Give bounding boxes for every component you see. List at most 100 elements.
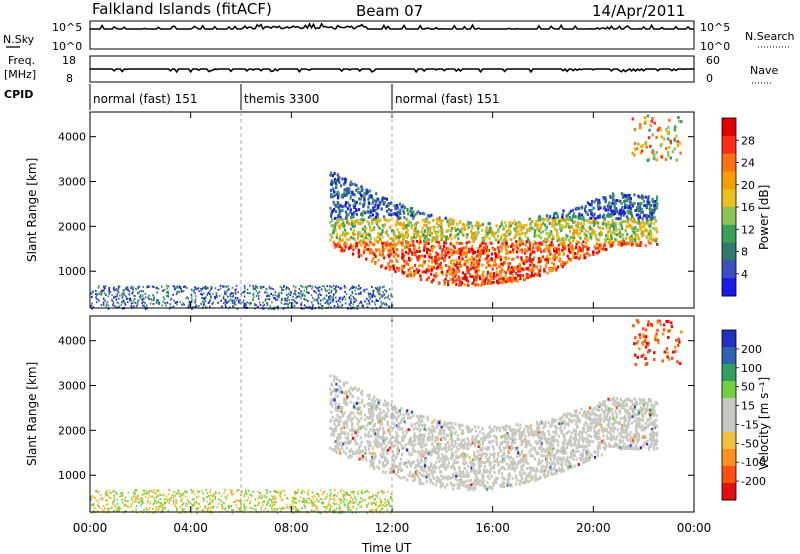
- range-cell: [656, 242, 659, 246]
- range-cell: [350, 194, 353, 198]
- range-cell: [501, 440, 504, 444]
- range-cell: [329, 295, 332, 298]
- range-cell: [234, 292, 237, 295]
- range-cell: [501, 244, 504, 248]
- range-cell: [545, 214, 549, 218]
- range-cell: [419, 240, 422, 244]
- range-cell: [393, 233, 396, 237]
- range-cell: [487, 222, 490, 225]
- range-cell: [609, 224, 612, 228]
- range-cell: [387, 401, 390, 405]
- range-cell: [407, 212, 410, 216]
- range-cell: [616, 396, 619, 400]
- range-cell: [611, 201, 614, 205]
- range-cell: [464, 228, 467, 231]
- range-cell: [194, 292, 196, 295]
- range-cell: [357, 407, 360, 411]
- range-cell: [378, 203, 381, 206]
- range-cell: [396, 210, 399, 214]
- range-cell: [376, 290, 379, 293]
- range-cell: [106, 303, 108, 306]
- range-cell: [512, 250, 515, 254]
- range-cell: [117, 286, 120, 288]
- range-cell: [629, 224, 632, 228]
- range-cell: [264, 291, 266, 294]
- range-cell: [520, 228, 523, 232]
- range-cell: [503, 440, 506, 444]
- range-cell: [548, 447, 551, 451]
- range-cell: [299, 293, 301, 295]
- range-cell: [454, 226, 457, 230]
- range-cell: [274, 298, 277, 301]
- range-cell: [558, 458, 562, 462]
- range-cell: [589, 434, 593, 438]
- range-cell: [597, 408, 601, 412]
- range-cell: [338, 218, 342, 222]
- range-cell: [520, 474, 523, 478]
- range-cell: [624, 229, 627, 233]
- range-cell: [414, 236, 417, 240]
- range-cell: [139, 296, 142, 299]
- range-cell: [402, 430, 405, 434]
- range-cell: [343, 224, 346, 228]
- range-cell: [409, 266, 412, 270]
- range-cell: [545, 232, 548, 235]
- range-cell: [420, 424, 423, 428]
- range-cell: [443, 279, 446, 283]
- range-cell: [523, 259, 527, 263]
- range-cell: [608, 431, 611, 435]
- range-cell: [272, 307, 275, 310]
- range-cell: [359, 239, 362, 243]
- range-cell: [511, 476, 514, 480]
- range-cell: [330, 224, 333, 227]
- range-cell: [501, 472, 504, 476]
- range-cell: [322, 298, 324, 301]
- range-cell: [405, 243, 408, 247]
- range-cell: [390, 209, 393, 213]
- range-cell: [378, 292, 380, 295]
- range-cell: [463, 444, 466, 448]
- range-cell: [625, 215, 629, 219]
- range-cell: [613, 232, 616, 236]
- range-cell: [253, 288, 255, 291]
- range-cell: [449, 261, 453, 265]
- range-cell: [456, 482, 459, 486]
- range-cell: [634, 209, 637, 212]
- range-cell: [330, 179, 333, 183]
- range-cell: [449, 242, 452, 246]
- range-cell: [507, 265, 510, 269]
- range-cell: [210, 296, 212, 299]
- range-cell: [286, 299, 288, 302]
- range-cell: [385, 204, 388, 208]
- range-cell: [611, 224, 614, 228]
- range-cell: [135, 287, 137, 290]
- range-cell: [575, 255, 578, 259]
- range-cell: [409, 210, 412, 213]
- range-cell: [406, 233, 409, 236]
- range-cell: [344, 452, 347, 456]
- range-cell: [361, 454, 364, 458]
- range-cell: [343, 381, 346, 385]
- range-cell: [351, 290, 353, 293]
- range-cell: [420, 465, 423, 469]
- range-cell: [629, 197, 632, 201]
- range-cell: [519, 241, 522, 244]
- range-cell: [491, 231, 494, 235]
- range-cell: [519, 249, 522, 252]
- range-cell: [542, 464, 545, 468]
- range-cell: [439, 246, 442, 250]
- range-cell: [596, 430, 599, 434]
- range-cell: [496, 279, 499, 283]
- range-cell: [376, 215, 379, 219]
- range-cell: [172, 285, 175, 288]
- range-cell: [507, 245, 510, 249]
- range-cell: [214, 297, 216, 300]
- range-cell: [440, 428, 443, 432]
- range-cell: [338, 209, 341, 213]
- range-cell: [510, 245, 513, 248]
- range-cell: [430, 268, 433, 272]
- range-cell: [332, 200, 335, 204]
- range-cell: [356, 236, 359, 240]
- range-cell: [492, 447, 495, 451]
- range-cell: [281, 286, 283, 289]
